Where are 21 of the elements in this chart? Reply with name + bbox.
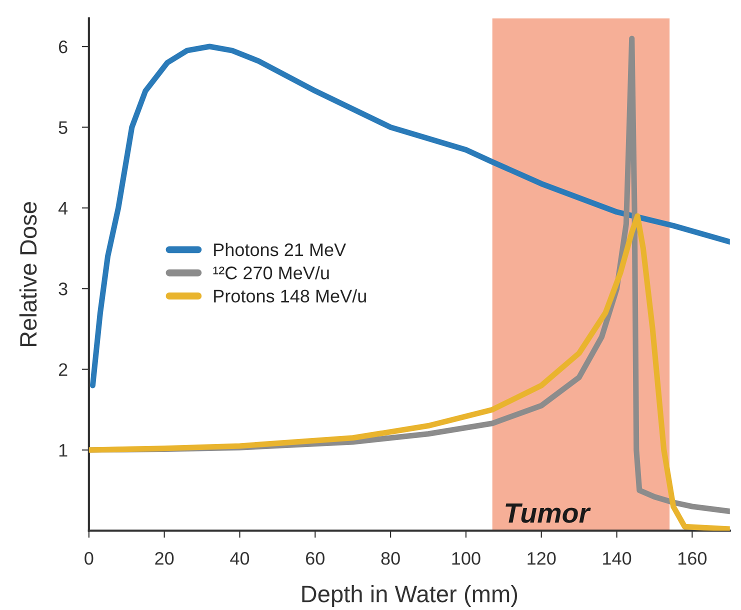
y-tick-label: 3	[58, 282, 68, 296]
y-tick-label: 2	[58, 363, 68, 376]
y-tick-label: 1	[59, 444, 68, 457]
y-axis-title: Relative Dose	[19, 202, 37, 346]
legend-label: Protons 148 MeV/u	[214, 289, 366, 302]
x-tick-label: 120	[528, 552, 556, 565]
y-tick-label: 5	[58, 121, 68, 134]
legend-label: Photons 21 MeV	[214, 242, 346, 256]
band-label: Tumor	[506, 504, 591, 523]
x-tick-label: 0	[84, 552, 94, 565]
x-axis-title: Depth in Water (mm)	[302, 585, 518, 608]
x-tick-label: 20	[155, 552, 174, 565]
x-tick-label: 80	[381, 552, 400, 565]
x-tick-label: 140	[603, 552, 632, 565]
x-tick-label: 160	[678, 552, 707, 565]
y-tick-label: 6	[58, 40, 68, 54]
x-tick-label: 40	[230, 552, 250, 565]
x-tick-label: 100	[452, 552, 480, 565]
legend-label: ¹²C 270 MeV/u	[213, 266, 329, 280]
y-tick-label: 4	[58, 202, 68, 214]
x-tick-label: 60	[306, 552, 324, 565]
